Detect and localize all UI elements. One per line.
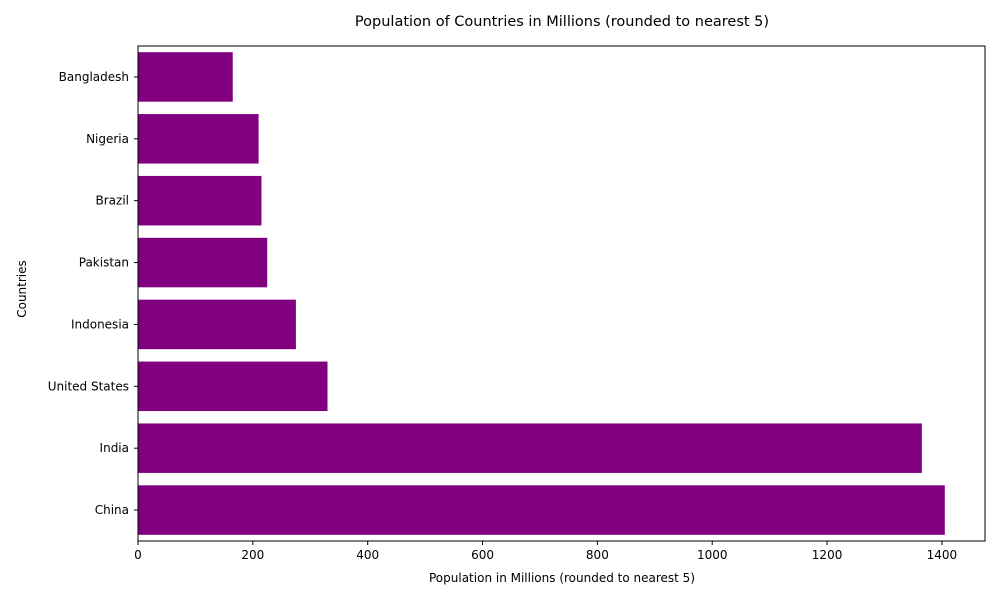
bar-united-states: [138, 361, 328, 412]
y-tick-label: China: [95, 503, 129, 517]
plot-frame: [137, 45, 986, 542]
y-tick-label: Bangladesh: [59, 70, 129, 84]
bars-layer: [138, 52, 945, 535]
x-tick-label: 1200: [812, 548, 843, 562]
y-tick-label: Nigeria: [86, 132, 129, 146]
y-axis-label: Countries: [15, 260, 29, 318]
x-tick-label: 1000: [697, 548, 728, 562]
y-tick-label: United States: [48, 379, 129, 393]
bar-nigeria: [138, 114, 259, 164]
bar-pakistan: [138, 237, 268, 288]
bar-china: [138, 485, 945, 535]
x-tick-label: 800: [586, 548, 609, 562]
bar-india: [138, 423, 922, 473]
y-tick-label: Indonesia: [71, 317, 129, 331]
bar-brazil: [138, 175, 262, 226]
axes-layer: China India United States Indonesia Pakistan…: [48, 45, 986, 562]
y-tick-label: Brazil: [96, 194, 130, 208]
bar-indonesia: [138, 299, 296, 350]
y-tick-label: India: [100, 441, 129, 455]
x-tick-label: 0: [134, 548, 142, 562]
x-tick-label: 200: [241, 548, 264, 562]
chart-title: Population of Countries in Millions (rou…: [355, 14, 769, 30]
x-tick-label: 600: [471, 548, 494, 562]
x-axis-label: Population in Millions (rounded to neare…: [429, 571, 695, 585]
y-tick-label: Pakistan: [79, 256, 129, 270]
x-tick-label: 1400: [927, 548, 958, 562]
bar-bangladesh: [138, 52, 233, 102]
x-tick-label: 400: [356, 548, 379, 562]
